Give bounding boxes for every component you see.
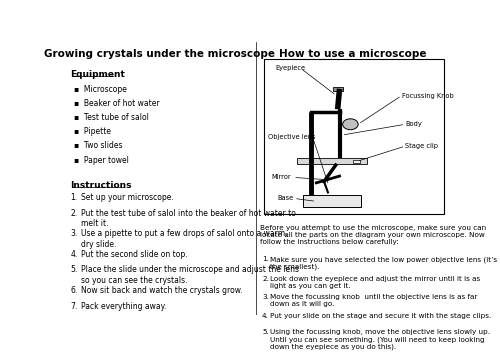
Text: ▪  Two slides: ▪ Two slides (74, 142, 122, 150)
FancyBboxPatch shape (353, 160, 360, 163)
Text: Eyepiece: Eyepiece (276, 65, 306, 72)
Text: 1.: 1. (70, 193, 78, 202)
Text: 3.: 3. (70, 229, 78, 238)
Text: Put your slide on the stage and secure it with the stage clips.: Put your slide on the stage and secure i… (270, 313, 491, 319)
Text: Growing crystals under the microscope: Growing crystals under the microscope (44, 49, 275, 59)
Text: 6.: 6. (70, 286, 78, 295)
Text: Base: Base (278, 195, 294, 201)
Text: ▪  Paper towel: ▪ Paper towel (74, 156, 129, 165)
Text: Equipment: Equipment (70, 70, 125, 79)
Text: 4.: 4. (262, 313, 269, 319)
Text: How to use a microscope: How to use a microscope (280, 49, 427, 59)
Text: Now sit back and watch the crystals grow.: Now sit back and watch the crystals grow… (81, 286, 242, 295)
Text: 1.: 1. (262, 256, 269, 262)
Text: Body: Body (406, 121, 422, 127)
Text: Place the slide under the microscope and adjust the lens
so you can see the crys: Place the slide under the microscope and… (81, 266, 299, 285)
Text: Put the test tube of salol into the beaker of hot water to
melt it.: Put the test tube of salol into the beak… (81, 209, 296, 228)
FancyBboxPatch shape (297, 158, 366, 164)
Text: Look down the eyepiece and adjust the mirror until it is as
light as you can get: Look down the eyepiece and adjust the mi… (270, 276, 480, 289)
Text: 7.: 7. (70, 302, 78, 311)
Text: Objective lens: Objective lens (268, 133, 316, 139)
Text: Using the focussing knob, move the objective lens slowly up.
Until you can see s: Using the focussing knob, move the objec… (270, 329, 490, 350)
Text: Put the second slide on top.: Put the second slide on top. (81, 250, 188, 259)
Text: Use a pipette to put a few drops of salol onto a warm,
dry slide.: Use a pipette to put a few drops of salo… (81, 229, 288, 249)
Text: Before you attempt to use the microscope, make sure you can
locate all the parts: Before you attempt to use the microscope… (260, 225, 486, 245)
Text: Set up your microscope.: Set up your microscope. (81, 193, 174, 202)
Text: Focussing Knob: Focussing Knob (402, 93, 454, 99)
FancyBboxPatch shape (264, 59, 444, 214)
Text: 2.: 2. (70, 209, 78, 218)
Text: Mirror: Mirror (272, 175, 291, 181)
Text: ▪  Microscope: ▪ Microscope (74, 85, 127, 94)
Text: 4.: 4. (70, 250, 78, 259)
Text: 3.: 3. (262, 294, 269, 300)
Text: 5.: 5. (70, 266, 78, 274)
Text: ▪  Pipette: ▪ Pipette (74, 127, 111, 136)
Text: Instructions: Instructions (70, 181, 132, 190)
Text: 5.: 5. (262, 329, 269, 335)
Text: ▪  Beaker of hot water: ▪ Beaker of hot water (74, 99, 160, 108)
Text: Pack everything away.: Pack everything away. (81, 302, 166, 311)
Text: 2.: 2. (262, 276, 269, 282)
FancyBboxPatch shape (332, 87, 344, 91)
Text: ▪  Test tube of salol: ▪ Test tube of salol (74, 113, 149, 122)
Circle shape (342, 119, 358, 130)
Text: Stage clip: Stage clip (406, 143, 438, 149)
FancyBboxPatch shape (303, 195, 361, 207)
Text: Make sure you have selected the low power objective lens (it’s
the smallest).: Make sure you have selected the low powe… (270, 256, 497, 270)
Text: Move the focussing knob  until the objective lens is as far
down as it will go.: Move the focussing knob until the object… (270, 294, 477, 307)
